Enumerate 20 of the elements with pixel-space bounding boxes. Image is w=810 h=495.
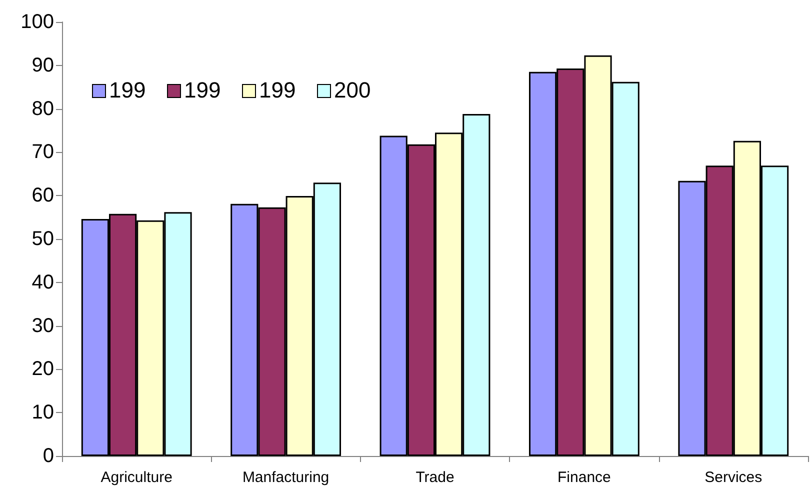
legend-label: 199: [259, 78, 296, 102]
y-tick-label: 50: [32, 228, 54, 250]
y-tick-label: 90: [32, 54, 54, 76]
y-tick-label: 20: [32, 358, 54, 380]
y-tick-label: 70: [32, 141, 54, 164]
legend-label: 199: [109, 78, 146, 102]
x-tick-label: Trade: [416, 469, 454, 486]
y-tick-label: 80: [32, 98, 54, 120]
x-tick-label: Finance: [558, 469, 611, 486]
y-tick-label: 10: [32, 402, 54, 424]
y-tick-label: 30: [32, 314, 54, 337]
x-tick-label: Agriculture: [100, 469, 172, 486]
y-tick-label: 0: [42, 445, 54, 467]
x-tick-label: Services: [704, 469, 762, 486]
legend-label: 199: [184, 78, 221, 102]
y-tick-label: 60: [32, 184, 54, 207]
y-tick-label: 40: [32, 271, 54, 294]
legend-label: 200: [334, 78, 371, 102]
y-tick-label: 100: [20, 11, 54, 33]
x-tick-label: Manfacturing: [242, 469, 330, 486]
